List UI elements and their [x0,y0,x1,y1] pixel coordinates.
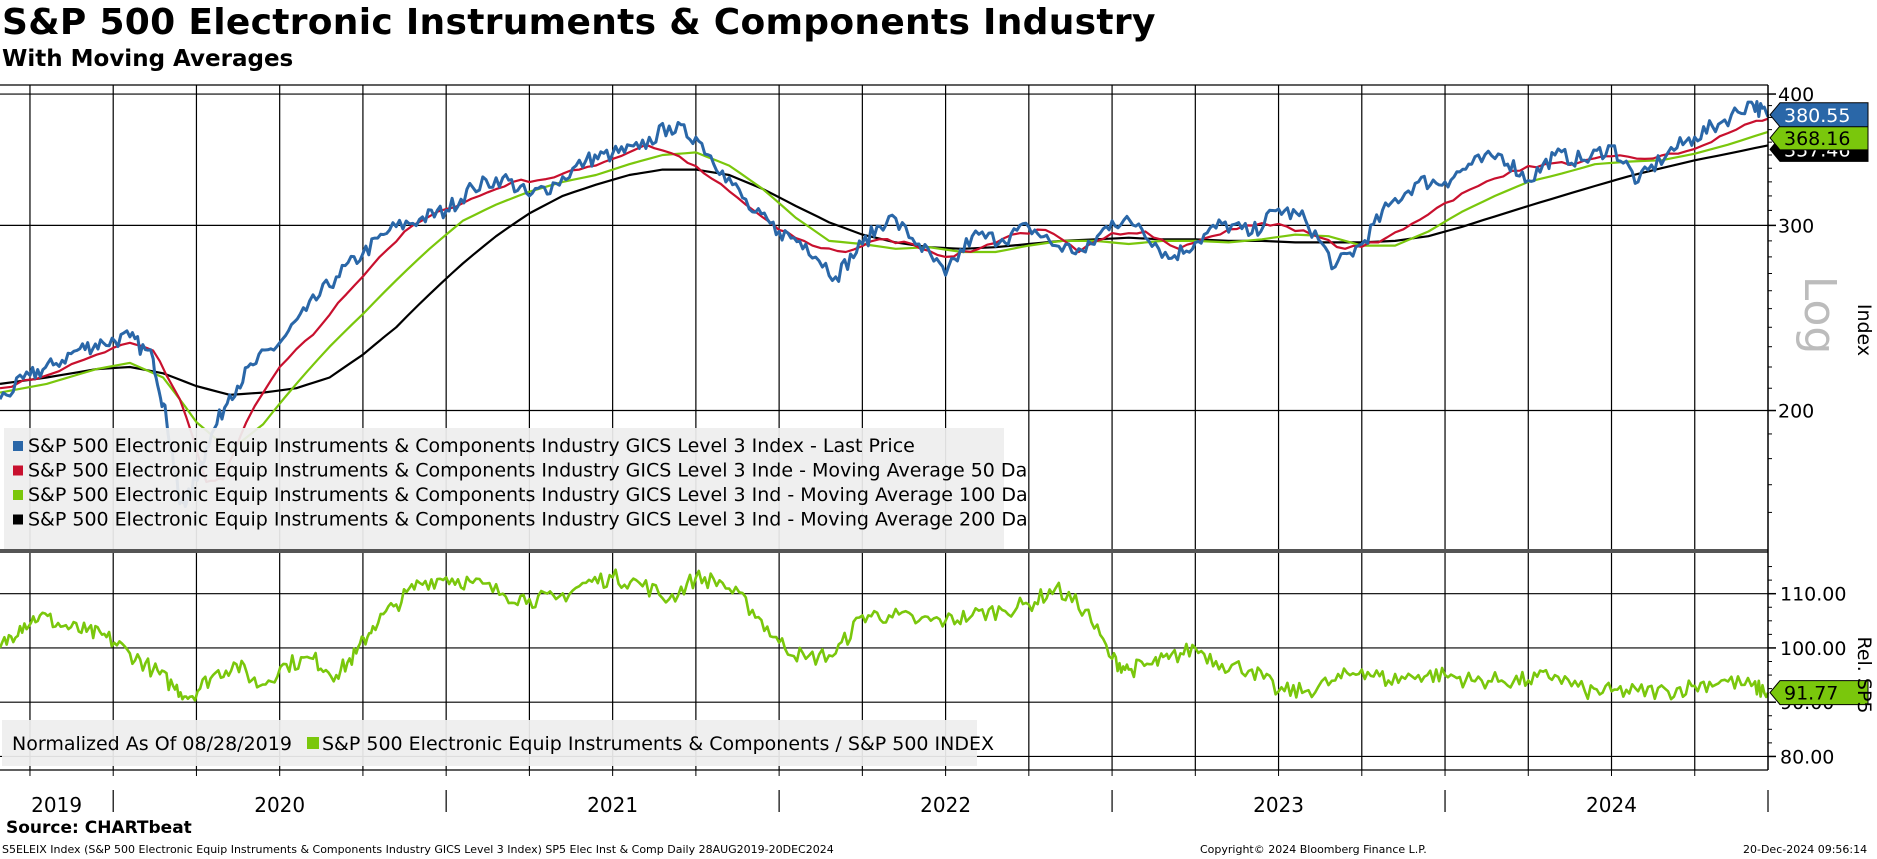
lower-y-tick-label: 100.00 [1780,638,1846,660]
lower-y-tick-label: 80.00 [1780,746,1834,768]
upper-legend-background [4,428,1004,550]
price-value-tag-shape [1769,102,1869,128]
upper-y-tick-label: 400 [1778,84,1814,106]
lower-legend-label: S&P 500 Electronic Equip Instruments & C… [322,733,994,755]
upper-series-group [0,100,1770,508]
x-year-label: 2024 [1586,793,1637,817]
copyright-notice: Copyright© 2024 Bloomberg Finance L.P. [1200,843,1427,856]
lower-legend-swatch [307,737,319,749]
axes: 20030040080.0090.00100.00110.00201920202… [0,84,1846,817]
x-year-label: 2023 [1253,793,1304,817]
normalized-label: Normalized As Of 08/28/2019 [12,733,292,755]
price-value-tag: 380.55 [1769,102,1869,128]
chart-title: S&P 500 Electronic Instruments & Compone… [2,2,1156,43]
ma100-series-line [0,130,1769,453]
upper-y-tick-label: 200 [1778,401,1814,423]
relative-value-tag-shape [1769,680,1869,706]
legend-swatch [13,514,23,525]
timestamp: 20-Dec-2024 09:56:14 [1743,843,1868,856]
x-year-label: 2021 [587,793,638,817]
log-scale-watermark: Log [1794,276,1845,355]
upper-y-axis-label: Index [1853,304,1875,356]
ma100-value-tag-shape [1769,125,1869,151]
legend-item-label: S&P 500 Electronic Equip Instruments & C… [28,484,1028,506]
x-year-label: 2022 [920,793,971,817]
lower-legend: Normalized As Of 08/28/2019 S&P 500 Elec… [2,720,994,766]
lower-y-axis-label: Rel. SP5 [1853,636,1875,713]
upper-legend: S&P 500 Electronic Equip Instruments & C… [4,428,1028,550]
legend-swatch [13,490,23,500]
index-description: S5ELEIX Index (S&P 500 Electronic Equip … [2,843,834,856]
relative-value-tag-text: 91.77 [1784,683,1838,705]
ma100-value-tag-text: 368.16 [1784,128,1850,150]
relative-performance-line [0,568,1770,702]
x-year-label: 2019 [31,793,82,817]
ma100-value-tag: 368.16 [1769,125,1869,151]
legend-item-label: S&P 500 Electronic Equip Instruments & C… [28,460,1027,482]
chart-subtitle: With Moving Averages [2,46,294,72]
grid-lines [0,85,1768,770]
price-value-tag-text: 380.55 [1784,105,1850,127]
upper-y-tick-label: 300 [1778,215,1814,237]
lower-legend-background [2,720,977,766]
legend-item-label: S&P 500 Electronic Equip Instruments & C… [28,509,1028,531]
price-series-line [0,100,1770,508]
legend-swatch [13,465,23,476]
panel-divider [0,549,1768,553]
lower-series-group [0,568,1770,702]
legend-swatch [13,441,23,451]
source-label: Source: CHARTbeat [6,818,192,838]
relative-value-tag: 91.77 [1769,680,1869,706]
legend-item-label: S&P 500 Electronic Equip Instruments & C… [28,435,915,457]
ma200-series-line [0,144,1769,396]
ma50-series-line [0,117,1769,484]
x-year-label: 2020 [254,793,305,817]
lower-y-tick-label: 110.00 [1780,584,1846,606]
